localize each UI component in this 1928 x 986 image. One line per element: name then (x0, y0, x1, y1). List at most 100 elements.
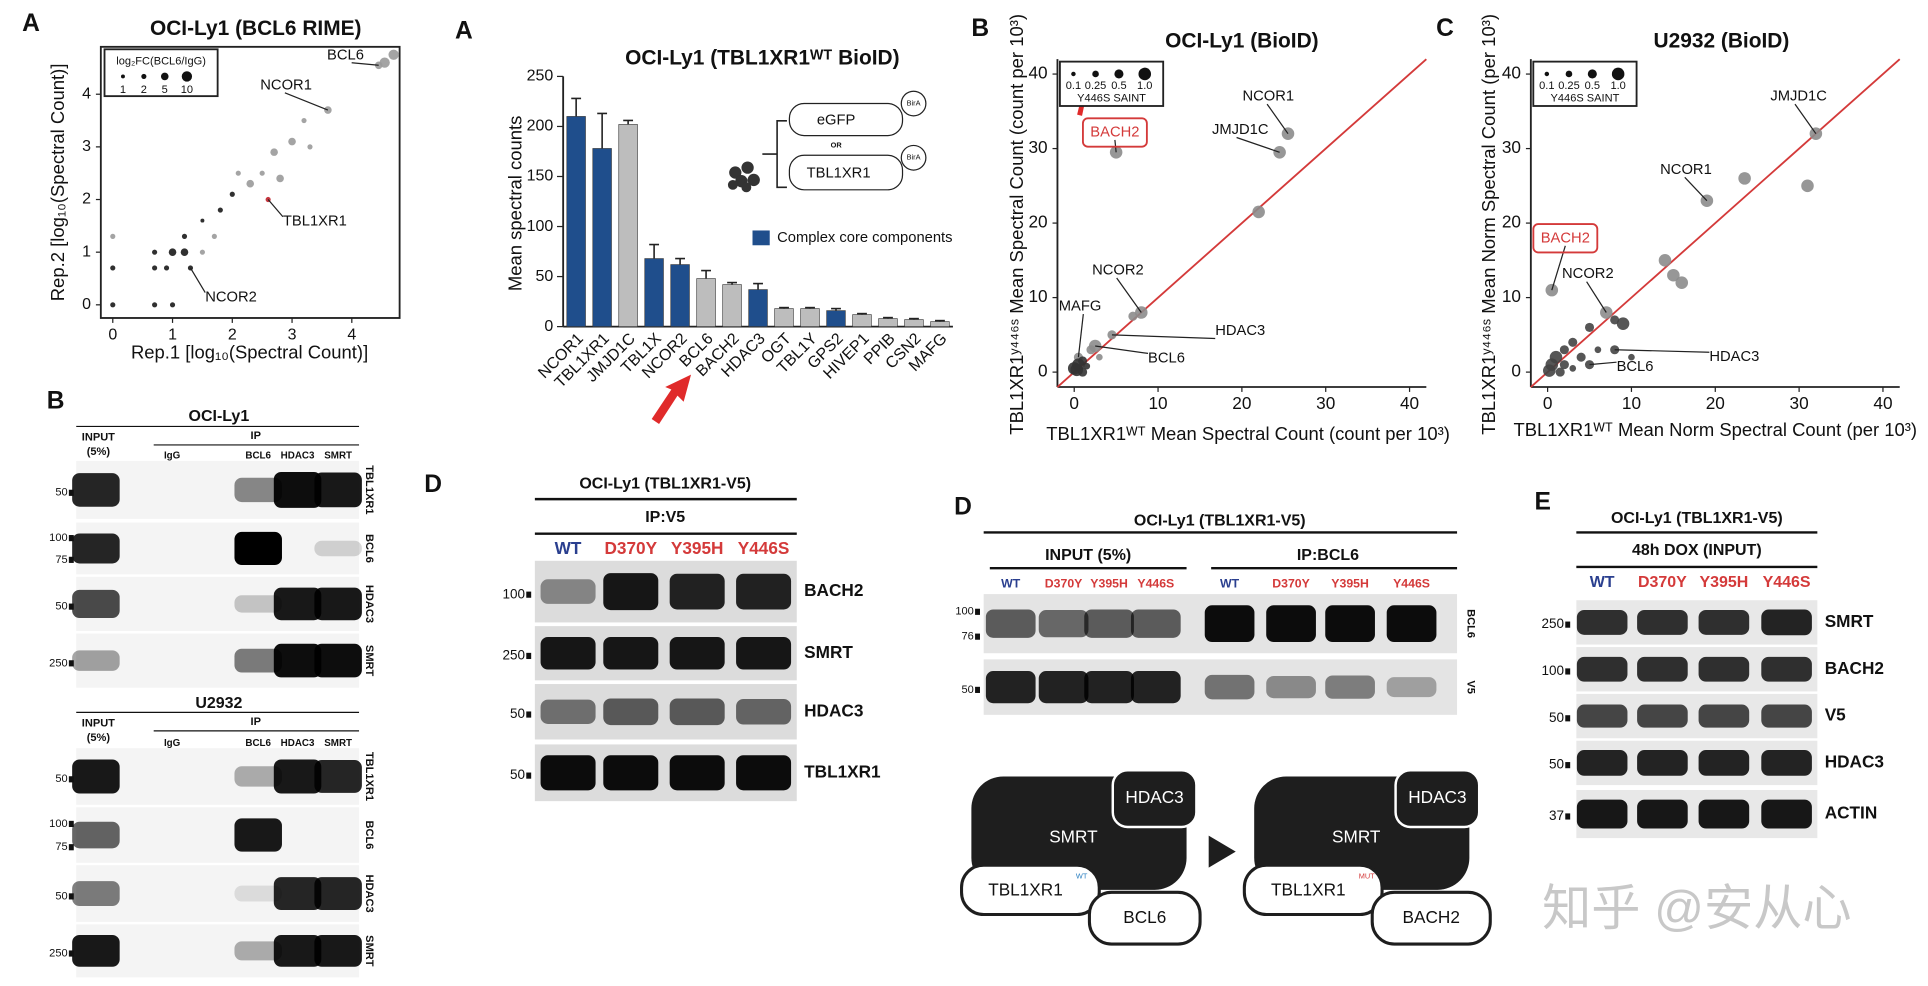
bar (878, 318, 898, 327)
point (288, 137, 296, 146)
point (110, 265, 116, 271)
y-tick-label: 4 (82, 85, 91, 102)
ip-label: IP (251, 716, 261, 728)
lane-label: D370Y (604, 538, 657, 558)
band (736, 755, 792, 791)
annotation: NCOR1 (1660, 162, 1712, 178)
annotation: BCL6 (327, 47, 364, 63)
row-label: TBL1XR1 (363, 752, 375, 801)
watermark: 知乎 @安从心 (1542, 881, 1851, 936)
ip-label: IP (251, 430, 261, 442)
node-label: SMRT (1049, 827, 1098, 847)
band (273, 471, 322, 508)
band (1386, 677, 1437, 698)
marker-tick (526, 711, 532, 718)
lane-label: Y446S (1137, 576, 1174, 590)
node (960, 863, 1101, 917)
node-label: TBL1XR1 (988, 880, 1063, 900)
row-label: TBL1XR1 (804, 761, 881, 781)
band (1698, 656, 1750, 682)
point (1801, 179, 1814, 193)
point (276, 174, 284, 183)
marker-tick (68, 776, 74, 783)
point (200, 218, 205, 223)
marker-tick (526, 772, 532, 779)
annotation: BCL6 (1617, 359, 1654, 375)
band (234, 766, 282, 787)
x-axis-label: Rep.1 [log₁₀(Spectral Count)] (131, 342, 368, 363)
annotation: JMJD1C (1770, 89, 1827, 105)
inset-label: eGFP (817, 113, 856, 129)
size-marker: 50 (510, 706, 525, 721)
legend-marker (141, 73, 147, 79)
x-tick-label: 3 (288, 326, 297, 343)
band (314, 934, 362, 967)
band (72, 881, 120, 907)
y-tick-label: 3 (82, 138, 91, 155)
y-tick-label: 0 (1038, 361, 1048, 381)
blot-title: OCI-Ly1 (TBL1XR1-V5) (579, 476, 751, 493)
bar (618, 124, 638, 327)
x-tick-label: 0 (1069, 393, 1079, 413)
band (1038, 610, 1089, 638)
leader-line (284, 92, 329, 111)
panel-letter: A (455, 18, 473, 45)
bar (774, 308, 794, 327)
bar (566, 116, 586, 327)
leader-line (1684, 176, 1708, 202)
legend-marker (1092, 70, 1099, 78)
point (1584, 322, 1595, 332)
bar (644, 258, 664, 327)
lane-label: HDAC3 (281, 738, 315, 749)
plot-frame (99, 45, 401, 319)
row-label: V5 (1825, 705, 1846, 725)
lane-label: Y446S (1393, 576, 1430, 590)
legend-marker (120, 74, 125, 79)
chart-title: OCI-Ly1 (TBL1XR1ᵂᵀ BioID) (625, 47, 899, 70)
size-marker: 100 (1541, 663, 1564, 678)
leader-line (1077, 313, 1084, 358)
x-tick-label: 20 (1706, 393, 1725, 413)
legend-label: 2 (141, 84, 147, 96)
band (314, 540, 362, 557)
legend-title: Y446S SAINT (1077, 93, 1146, 105)
row-label: SMRT (363, 935, 375, 967)
y-tick-label: 30 (1028, 137, 1047, 157)
point (1559, 360, 1569, 370)
annotation: NCOR2 (1562, 266, 1614, 282)
band (234, 941, 282, 961)
lane-label: D370Y (1272, 576, 1310, 590)
inset-label: OR (831, 140, 843, 149)
highlight-box (1082, 117, 1148, 148)
band (1761, 609, 1812, 636)
row-label: HDAC3 (363, 585, 375, 623)
band (1761, 750, 1812, 776)
lane-label: D370Y (1045, 576, 1083, 590)
y-axis-label: TBL1XR1ʸ⁴⁴⁶ˢ Mean Norm Spectral Count (p… (1478, 14, 1499, 435)
input-label: INPUT (82, 717, 115, 729)
point (1738, 172, 1751, 185)
band (669, 755, 725, 791)
size-marker: 250 (502, 648, 525, 663)
band (314, 643, 362, 678)
point (1667, 268, 1680, 282)
band (1386, 605, 1437, 642)
ip-label: 48h DOX (INPUT) (1632, 542, 1762, 559)
x-tick-label: 30 (1790, 393, 1809, 413)
leader-line (1111, 334, 1216, 340)
band (1637, 750, 1688, 776)
point (388, 49, 399, 60)
size-marker: 50 (55, 601, 67, 613)
point (152, 265, 158, 271)
y-tick-label: 10 (1502, 286, 1521, 306)
node (1087, 890, 1202, 946)
legend-label: Complex core components (777, 230, 952, 246)
lane-label: Y395H (1331, 576, 1369, 590)
row-label: BACH2 (804, 580, 863, 600)
node-label: BACH2 (1403, 907, 1460, 927)
band (1761, 704, 1812, 728)
band (985, 671, 1036, 704)
band (1130, 671, 1181, 704)
x-tick-label: 0 (1543, 393, 1553, 413)
panel-letter: D (424, 471, 442, 498)
